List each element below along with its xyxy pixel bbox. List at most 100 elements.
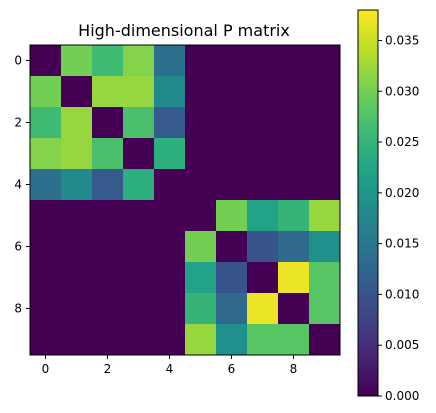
heatmap-cell <box>278 45 310 77</box>
heatmap-cell <box>123 76 155 108</box>
heatmap-cell <box>154 107 186 139</box>
heatmap-cell <box>30 231 62 263</box>
heatmap-cell <box>216 293 248 325</box>
heatmap-cell <box>185 231 217 263</box>
heatmap-cell <box>61 138 93 170</box>
heatmap-cell <box>123 107 155 139</box>
heatmap-cell <box>278 262 310 294</box>
colorbar-tick-label: 0.005 <box>385 338 419 352</box>
heatmap-cell <box>61 262 93 294</box>
heatmap-cell <box>216 138 248 170</box>
heatmap-frame <box>29 44 341 356</box>
heatmap-cell <box>123 138 155 170</box>
heatmap-cell <box>247 76 279 108</box>
colorbar-tick-label: 0.015 <box>385 237 419 251</box>
heatmap-cell <box>247 169 279 201</box>
heatmap-cell <box>30 76 62 108</box>
heatmap-cell <box>185 107 217 139</box>
heatmap-cell <box>123 200 155 232</box>
heatmap-cell <box>92 262 124 294</box>
heatmap-cell <box>216 200 248 232</box>
heatmap-cell <box>61 169 93 201</box>
y-axis-ticks: 0 2 4 6 8 <box>14 54 30 316</box>
colorbar-tick-label: 0.010 <box>385 287 419 301</box>
heatmap-cell <box>309 169 341 201</box>
heatmap-cell <box>92 169 124 201</box>
heatmap-cell <box>185 200 217 232</box>
heatmap-cell <box>123 293 155 325</box>
heatmap-cell <box>247 324 279 356</box>
heatmap-cell <box>92 200 124 232</box>
colorbar-tick-label: 0.020 <box>385 186 419 200</box>
heatmap-cell <box>185 45 217 77</box>
heatmap-cell <box>278 324 310 356</box>
heatmap-cell <box>309 45 341 77</box>
y-tick-label: 2 <box>14 116 22 130</box>
x-tick-label: 2 <box>104 362 112 376</box>
y-tick-label: 8 <box>14 302 22 316</box>
heatmap-cell <box>154 169 186 201</box>
heatmap-cell <box>30 138 62 170</box>
heatmap-cell <box>309 76 341 108</box>
heatmap-cell <box>185 293 217 325</box>
heatmap-cell <box>61 200 93 232</box>
heatmap-cell <box>123 45 155 77</box>
heatmap-cell <box>30 293 62 325</box>
heatmap-cell <box>30 107 62 139</box>
heatmap-cell <box>185 169 217 201</box>
heatmap-cell <box>123 169 155 201</box>
heatmap-cell <box>61 293 93 325</box>
heatmap-cell <box>92 45 124 77</box>
heatmap-cell <box>154 138 186 170</box>
heatmap-cell <box>247 107 279 139</box>
heatmap-cell <box>92 293 124 325</box>
x-tick-label: 8 <box>290 362 298 376</box>
heatmap-cell <box>216 169 248 201</box>
colorbar-tick-label: 0.000 <box>385 389 419 403</box>
heatmap-cell <box>247 45 279 77</box>
heatmap-cell <box>61 107 93 139</box>
heatmap-cell <box>309 107 341 139</box>
heatmap-cell <box>309 262 341 294</box>
heatmap-cell <box>278 76 310 108</box>
x-tick-label: 4 <box>166 362 174 376</box>
heatmap-cell <box>247 293 279 325</box>
heatmap-cell <box>154 200 186 232</box>
heatmap-cell <box>247 200 279 232</box>
heatmap-cell <box>185 76 217 108</box>
heatmap-cell <box>247 231 279 263</box>
heatmap-cell <box>216 45 248 77</box>
heatmap-cell <box>154 231 186 263</box>
heatmap-cell <box>61 76 93 108</box>
heatmap-cell <box>92 138 124 170</box>
heatmap-cell <box>30 45 62 77</box>
heatmap-cell <box>216 76 248 108</box>
heatmap-cell <box>61 324 93 356</box>
x-tick-label: 0 <box>42 362 50 376</box>
x-axis-ticks: 0 2 4 6 8 <box>42 355 298 376</box>
heatmap-cell <box>278 293 310 325</box>
heatmap-cell <box>216 231 248 263</box>
colorbar-tick-label: 0.030 <box>385 84 419 98</box>
chart-title: High-dimensional P matrix <box>78 21 290 40</box>
heatmap-cell <box>92 107 124 139</box>
heatmap-cell <box>185 262 217 294</box>
heatmap-cell <box>216 262 248 294</box>
y-tick-label: 6 <box>14 240 22 254</box>
heatmap-cell <box>247 138 279 170</box>
heatmap-cell <box>309 324 341 356</box>
heatmap-cell <box>30 324 62 356</box>
heatmap-cell <box>185 138 217 170</box>
heatmap-cell <box>92 231 124 263</box>
heatmap-cell <box>185 324 217 356</box>
heatmap-cells <box>30 45 341 356</box>
heatmap-cell <box>154 76 186 108</box>
x-tick-label: 6 <box>228 362 236 376</box>
heatmap-cell <box>154 45 186 77</box>
heatmap-cell <box>30 262 62 294</box>
colorbar-frame <box>357 9 379 397</box>
y-tick-label: 4 <box>14 178 22 192</box>
colorbar-tick-label: 0.035 <box>385 33 419 47</box>
heatmap-cell <box>278 231 310 263</box>
